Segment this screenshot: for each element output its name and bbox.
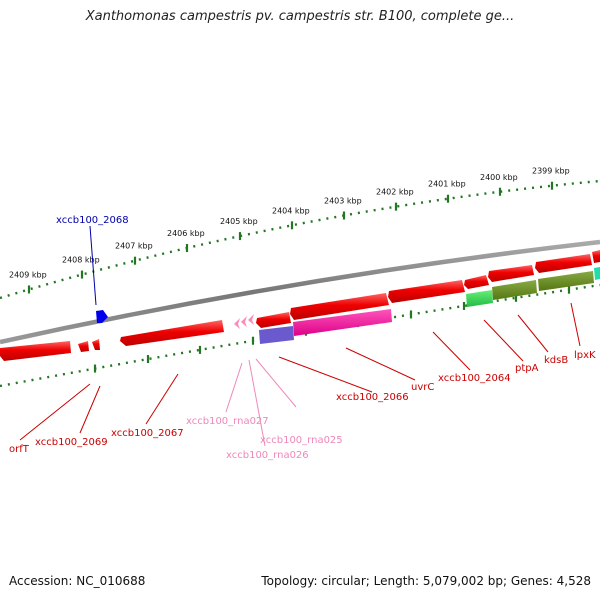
kbp-label: 2402 kbp bbox=[376, 188, 414, 197]
label-connectors bbox=[19, 225, 581, 447]
kbp-label: 2408 kbp bbox=[62, 256, 100, 265]
gene-xccb100-2066-arrow[interactable] bbox=[256, 312, 291, 328]
label-xccb100-2068[interactable]: xccb100_2068 bbox=[56, 215, 129, 226]
gene-xccb100-2068-arrow[interactable] bbox=[96, 310, 108, 323]
label-xccb100-rna026[interactable]: xccb100_rna026 bbox=[226, 450, 309, 461]
label-lpxK[interactable]: lpxK bbox=[574, 350, 596, 361]
genome-stats-label: Topology: circular; Length: 5,079,002 bp… bbox=[261, 574, 591, 588]
label-xccb100-2066[interactable]: xccb100_2066 bbox=[336, 392, 409, 403]
feature-teal-bar bbox=[594, 267, 600, 280]
outer-ruler bbox=[0, 179, 600, 300]
gene-xccb100-2069-arrow[interactable] bbox=[78, 341, 89, 352]
kbp-label: 2405 kbp bbox=[220, 217, 258, 226]
kbp-label: 2401 kbp bbox=[428, 180, 466, 189]
accession-label: Accession: NC_010688 bbox=[9, 574, 146, 588]
feature-olive-bar-2 bbox=[538, 271, 594, 291]
label-kdsB[interactable]: kdsB bbox=[544, 355, 568, 366]
feature-green-bar bbox=[466, 290, 493, 307]
gene-kdsB-arrow[interactable] bbox=[488, 265, 534, 282]
kbp-label: 2399 kbp bbox=[532, 167, 570, 176]
kbp-label: 2403 kbp bbox=[324, 197, 362, 206]
kbp-label: 2400 kbp bbox=[480, 173, 518, 182]
gene-ptpA-arrow[interactable] bbox=[464, 275, 489, 289]
label-xccb100-2069[interactable]: xccb100_2069 bbox=[35, 437, 108, 448]
kbp-label: 2404 kbp bbox=[272, 206, 310, 215]
gene-orfT-arrow[interactable] bbox=[0, 341, 71, 361]
kbp-label: 2409 kbp bbox=[9, 270, 47, 279]
genome-backbone bbox=[0, 239, 600, 345]
feature-purple-bar bbox=[259, 326, 294, 344]
label-uvrC[interactable]: uvrC bbox=[411, 382, 434, 393]
outer-ruler-ticks bbox=[27, 181, 554, 294]
rna-xccb100-rna026[interactable] bbox=[241, 316, 247, 327]
gene-lpxK-arrow[interactable] bbox=[535, 254, 592, 273]
label-xccb100-2067[interactable]: xccb100_2067 bbox=[111, 428, 184, 439]
inner-ruler bbox=[0, 283, 600, 388]
kbp-label: 2406 kbp bbox=[167, 229, 205, 238]
gene-xccb100-2064-arrow[interactable] bbox=[388, 280, 465, 303]
label-xccb100-rna027[interactable]: xccb100_rna027 bbox=[186, 416, 269, 427]
label-xccb100-2064[interactable]: xccb100_2064 bbox=[438, 373, 511, 384]
map-title: Xanthomonas campestris pv. campestris st… bbox=[85, 9, 515, 24]
gene-uvrC-arrow[interactable] bbox=[290, 293, 389, 320]
rna-xccb100-rna025[interactable] bbox=[248, 314, 254, 325]
gene-xccb100-2067-arrow[interactable] bbox=[120, 320, 224, 346]
rna-xccb100-rna027[interactable] bbox=[234, 318, 240, 329]
gene-small-arrow[interactable] bbox=[92, 339, 100, 350]
label-orfT[interactable]: orfT bbox=[9, 444, 30, 455]
kbp-labels: 2409 kbp 2408 kbp 2407 kbp 2406 kbp 2405 kbp… bbox=[9, 167, 570, 280]
feature-olive-bar bbox=[492, 280, 537, 300]
kbp-label: 2407 kbp bbox=[115, 242, 153, 251]
feature-magenta-bar bbox=[293, 309, 392, 336]
label-ptpA[interactable]: ptpA bbox=[515, 363, 539, 374]
label-xccb100-rna025[interactable]: xccb100_rna025 bbox=[260, 435, 343, 446]
gene-edge-arrow[interactable] bbox=[592, 250, 600, 263]
